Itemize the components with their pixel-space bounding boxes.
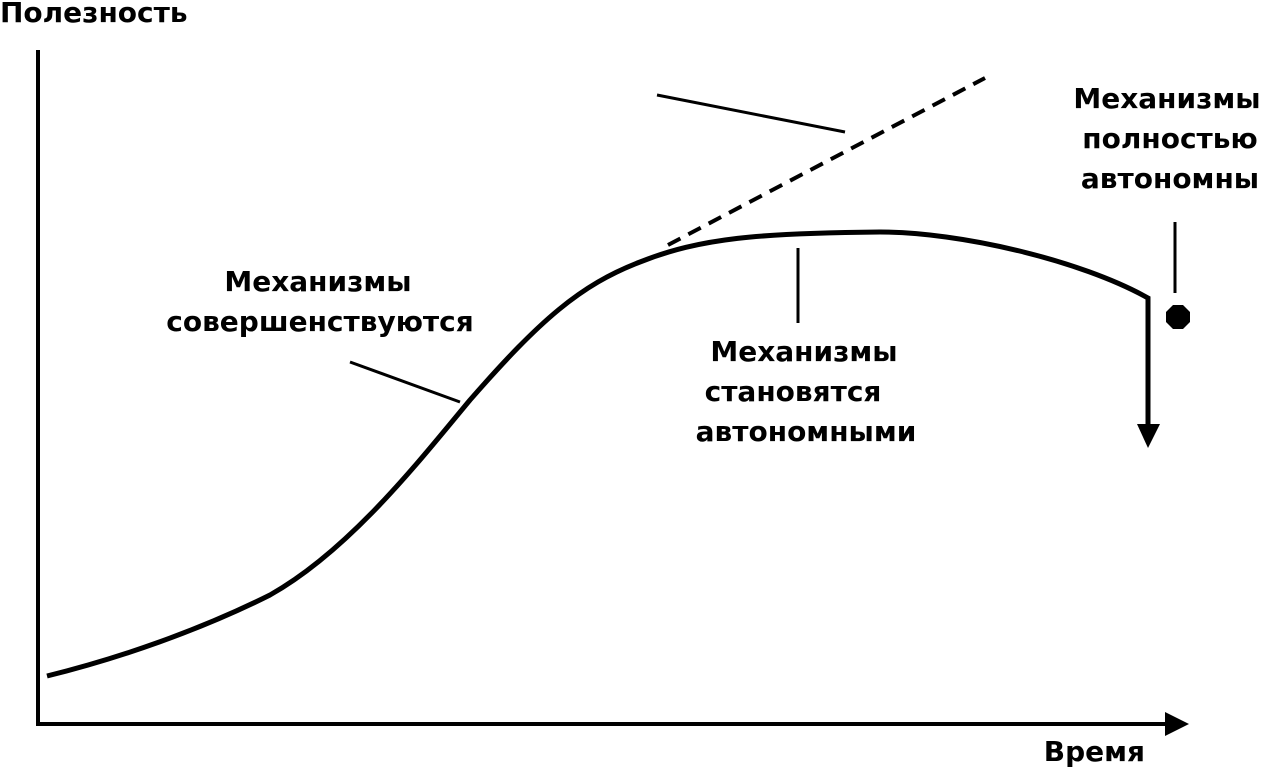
annotation: Механизмы [224, 265, 411, 298]
annotation: совершенствуются [166, 305, 473, 338]
drop-arrow [1137, 424, 1160, 448]
pointer-line [349, 360, 461, 404]
annotation: автономны [1081, 162, 1259, 195]
annotation: Механизмы [710, 335, 897, 368]
annotation: автономными [696, 415, 917, 448]
annotation: Механизмы [1073, 82, 1260, 115]
y-axis-label: Полезность [0, 0, 188, 29]
annotation: полностью [1082, 122, 1257, 155]
annotation: становятся [705, 375, 882, 408]
x-axis-arrow [1165, 712, 1189, 736]
pointer-line [656, 93, 846, 134]
dashed-projection [667, 76, 986, 247]
x-axis-label: Время [1044, 735, 1145, 768]
utility-curve [46, 229, 1151, 679]
stop-dot [1166, 305, 1190, 329]
